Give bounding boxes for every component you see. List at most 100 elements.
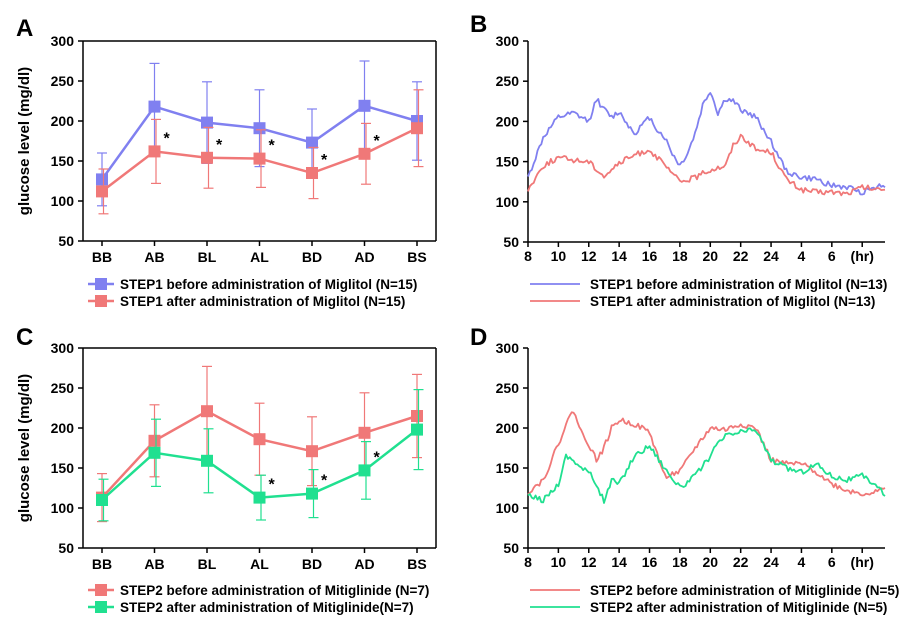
x-tick-label: 4: [798, 248, 806, 264]
y-tick-label: 300: [51, 340, 75, 356]
x-tick-label: 24: [763, 248, 779, 264]
x-tick-label: 14: [611, 554, 627, 570]
series-2: [96, 89, 424, 215]
series-line: [527, 411, 886, 497]
y-tick-label: 50: [503, 540, 519, 556]
x-tick-label: 18: [672, 248, 688, 264]
x-tick-label: 8: [524, 554, 532, 570]
y-tick-label: 250: [51, 380, 75, 396]
legend-entry: STEP1 after administration of Miglitol (…: [590, 294, 875, 309]
x-tick-label: (hr): [851, 554, 874, 570]
legend-entry: STEP1 after administration of Miglitol (…: [120, 294, 405, 309]
legend-entry: STEP1 before administration of Miglitol …: [120, 277, 417, 292]
x-tick-label: 22: [733, 248, 749, 264]
data-point: [306, 167, 318, 179]
panel-letter: C: [16, 324, 33, 351]
x-tick-label: AB: [144, 556, 164, 572]
panel-letter: B: [470, 11, 487, 38]
x-tick-label: 20: [703, 554, 719, 570]
data-point: [411, 423, 423, 436]
legend-entry: STEP2 after administration of Mitiglinid…: [120, 600, 414, 615]
x-tick-label: 18: [672, 554, 688, 570]
significance-marker: *: [374, 449, 381, 466]
data-point: [96, 173, 108, 186]
y-tick-label: 250: [51, 73, 75, 89]
legend-entry: STEP2 before administration of Mitiglini…: [590, 583, 899, 598]
data-point: [148, 100, 161, 113]
legend-entry: STEP2 before administration of Mitiglini…: [120, 583, 429, 598]
series-line: [527, 133, 886, 197]
data-point: [411, 410, 423, 422]
data-point: [96, 494, 108, 506]
x-tick-label: 22: [733, 554, 749, 570]
data-point: [306, 136, 318, 149]
data-point: [358, 147, 371, 160]
x-tick-label: (hr): [851, 248, 874, 264]
data-point: [358, 464, 371, 477]
significance-marker: *: [269, 477, 276, 494]
legend-swatch-marker: [95, 295, 107, 307]
panel-b: B 50 100 150 200 250 300 8 10 12 14 16 18 20 22 24 4 6 (hr…: [470, 11, 887, 309]
y-tick-label: 200: [496, 420, 520, 436]
significance-marker: *: [269, 138, 276, 155]
y-tick-label: 200: [51, 113, 75, 129]
data-point: [96, 185, 108, 198]
data-point: [411, 122, 423, 135]
data-point: [148, 446, 161, 459]
series-line: [527, 92, 886, 196]
y-tick-label: 150: [496, 154, 520, 170]
legend-entry: STEP2 after administration of Mitiglinid…: [590, 600, 887, 615]
x-tick-label: 8: [524, 248, 532, 264]
x-tick-label: 10: [551, 248, 567, 264]
y-tick-label: 300: [496, 33, 520, 49]
data-point: [253, 491, 266, 504]
y-axis-label: glucose level (mg/dl): [16, 67, 33, 215]
panel-letter: D: [470, 324, 487, 351]
x-tick-label: 14: [611, 248, 627, 264]
y-tick-label: 150: [51, 153, 75, 169]
data-point: [148, 145, 161, 158]
legend: STEP2 before administration of Mitiglini…: [530, 583, 899, 615]
x-tick-label: 4: [798, 554, 806, 570]
x-tick-label: 6: [828, 554, 836, 570]
x-tick-label: 16: [642, 554, 658, 570]
x-tick-label: BS: [407, 249, 426, 265]
x-tick-label: 12: [581, 248, 597, 264]
x-tick-label: AB: [144, 249, 164, 265]
data-point: [358, 426, 371, 439]
x-tick-label: 24: [763, 554, 779, 570]
y-tick-label: 100: [51, 193, 75, 209]
x-tick-label: BB: [92, 249, 112, 265]
y-tick-label: 100: [496, 500, 520, 516]
data-point: [201, 405, 213, 418]
x-tick-label: AD: [354, 556, 374, 572]
significance-marker: *: [374, 133, 381, 150]
data-point: [201, 454, 213, 467]
series-line: [527, 427, 886, 504]
legend: STEP1 before administration of Miglitol …: [88, 277, 417, 309]
legend: STEP2 before administration of Mitiglini…: [88, 583, 429, 615]
x-tick-label: BB: [92, 556, 112, 572]
y-tick-label: 300: [496, 340, 520, 356]
significance-marker: *: [321, 152, 328, 169]
data-point: [306, 445, 318, 458]
significance-marker: *: [164, 130, 171, 147]
x-tick-label: 10: [551, 554, 567, 570]
data-point: [201, 116, 213, 129]
y-tick-label: 50: [58, 540, 74, 556]
data-point: [253, 122, 266, 135]
series-2: [96, 389, 424, 522]
panel-c: C 50 100 150 200 250 300 glucose level (mg/dl) B…: [16, 324, 437, 615]
x-tick-label: AD: [354, 249, 374, 265]
significance-marker: *: [321, 473, 328, 490]
data-point: [358, 99, 371, 112]
panel-a: A 50 100 150 200 250 300 glucose level (mg/dl) B…: [16, 15, 437, 309]
legend-swatch-marker: [95, 601, 107, 613]
x-tick-label: BS: [407, 556, 426, 572]
data-point: [201, 151, 213, 164]
y-tick-label: 50: [58, 233, 74, 249]
data-point: [253, 433, 266, 446]
x-tick-label: 6: [828, 248, 836, 264]
y-tick-label: 250: [496, 380, 520, 396]
x-tick-label: BL: [198, 556, 217, 572]
